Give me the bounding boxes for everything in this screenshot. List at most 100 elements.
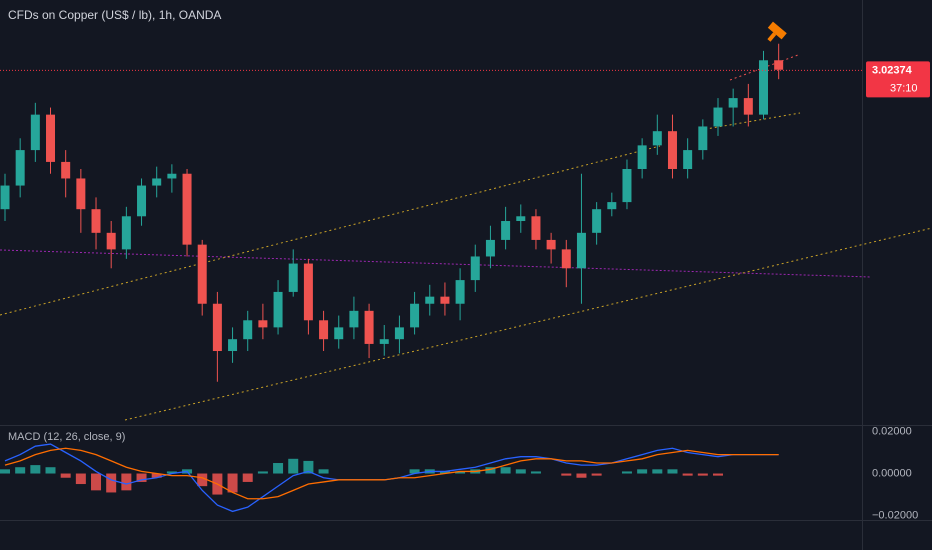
histogram-bar: [500, 467, 511, 474]
histogram-bar: [561, 473, 572, 476]
indicator-title: MACD (12, 26, close, 9): [8, 431, 125, 443]
histogram-bar: [242, 473, 253, 482]
channel-lower: [124, 227, 932, 421]
histogram-bar: [667, 469, 678, 474]
candle-body: [622, 169, 632, 203]
candle-body: [592, 209, 602, 233]
candle-body: [683, 150, 693, 170]
histogram-bar: [0, 469, 10, 474]
wedge-lower: [699, 112, 801, 131]
chart-title: CFDs on Copper (US$ / lb), 1h, OANDA: [8, 8, 221, 22]
y-tick-label: 0.00000: [872, 467, 912, 479]
histogram-bar: [697, 473, 708, 476]
candle-body: [182, 173, 192, 245]
candle-body: [516, 216, 526, 222]
histogram-bar: [591, 473, 602, 476]
candle-body: [243, 320, 253, 340]
candle-body: [743, 98, 753, 115]
last-price-label: 3.02374: [872, 64, 913, 76]
last-price-box: [866, 61, 930, 98]
candle-body: [319, 320, 329, 340]
channel-upper: [0, 145, 661, 316]
candle-body: [121, 216, 131, 250]
candle-body: [652, 131, 662, 146]
candle-body: [561, 249, 571, 269]
histogram-bar: [166, 471, 177, 474]
histogram-bar: [288, 458, 299, 474]
candle-body: [349, 310, 359, 328]
candle-body: [379, 339, 389, 344]
countdown-label: 37:10: [890, 82, 918, 94]
candle-body: [470, 256, 480, 281]
candle-body: [546, 239, 556, 250]
histogram-bar: [303, 460, 314, 474]
histogram-bar: [30, 465, 41, 474]
histogram-bar: [106, 473, 117, 493]
histogram-bar: [652, 469, 663, 474]
candle-body: [637, 145, 647, 170]
candle-body: [485, 239, 495, 257]
histogram-bar: [485, 467, 496, 474]
axis-layer: 3.02374 37:10 −0.02000 0.00000 0.02000: [866, 61, 930, 521]
candle-body: [455, 280, 465, 304]
candle-body: [15, 150, 25, 186]
marks-layer: [0, 43, 862, 513]
histogram-bar: [530, 471, 541, 474]
candle-body: [728, 98, 738, 108]
candle-body: [288, 263, 298, 292]
candle-body: [440, 296, 450, 304]
horizontal-ray: [0, 249, 871, 278]
candle-body: [152, 178, 162, 186]
candle-body: [137, 185, 147, 217]
histogram-bar: [60, 473, 71, 478]
histogram-bar: [682, 473, 693, 476]
candle-body: [91, 209, 101, 233]
candle-body: [501, 221, 511, 240]
candle-body: [30, 114, 40, 151]
candle-body: [576, 232, 586, 269]
histogram-bar: [621, 471, 632, 474]
histogram-bar: [227, 473, 238, 493]
histogram-bar: [455, 471, 466, 474]
histogram-bar: [257, 471, 268, 474]
candle-body: [76, 178, 86, 210]
candle-body: [410, 303, 420, 328]
candle-body: [364, 310, 374, 344]
candle-body: [61, 161, 71, 179]
candle-body: [713, 107, 723, 127]
histogram-bar: [91, 473, 102, 491]
histogram-bar: [409, 469, 420, 474]
histogram-bar: [45, 467, 56, 474]
histogram-bar: [197, 473, 208, 487]
candle-body: [334, 327, 344, 340]
candle-body: [228, 339, 238, 352]
candle-body: [394, 327, 404, 340]
candle-body: [698, 126, 708, 151]
histogram-bar: [576, 473, 587, 478]
hammer-icon: [767, 21, 787, 42]
candle-body: [425, 296, 435, 304]
candle-body: [759, 60, 768, 115]
candle-body: [106, 232, 116, 250]
histogram-bar: [15, 467, 26, 474]
candle-body: [607, 202, 617, 210]
histogram-bar: [75, 473, 86, 485]
histogram-bar: [121, 473, 132, 491]
histogram-bar: [439, 471, 450, 474]
candle-body: [303, 263, 313, 321]
histogram-bar: [318, 469, 329, 474]
candle-body: [197, 244, 207, 304]
y-tick-label: 0.02000: [872, 425, 912, 437]
candle-body: [774, 60, 784, 70]
candle-body: [167, 173, 177, 179]
histogram-bar: [637, 469, 648, 474]
candle-body: [531, 216, 541, 240]
candle-body: [0, 185, 10, 210]
candle-body: [258, 320, 268, 328]
histogram-bar: [136, 473, 147, 482]
histogram-bar: [151, 473, 162, 478]
candle-body: [46, 114, 56, 162]
y-tick-label: −0.02000: [872, 509, 918, 521]
histogram-bar: [515, 469, 526, 474]
